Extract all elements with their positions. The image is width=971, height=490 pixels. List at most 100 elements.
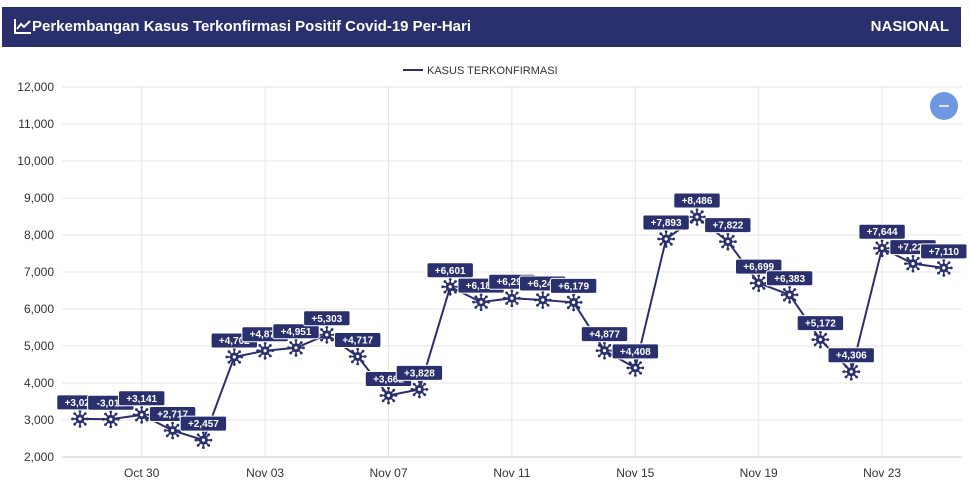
- virus-spike-tip: [546, 303, 550, 307]
- virus-spike-tip: [633, 359, 637, 362]
- virus-spike-tip: [454, 290, 457, 294]
- virus-spike-tip: [202, 431, 205, 434]
- virus-spike-tip: [320, 328, 323, 331]
- virus-spike-tip: [731, 245, 735, 249]
- virus-spike-tip: [116, 417, 120, 421]
- virus-spike-tip: [721, 234, 724, 238]
- virus-spike-tip: [448, 292, 452, 296]
- virus-spike-tip: [564, 301, 568, 304]
- data-label: +7,822: [704, 217, 752, 234]
- zoom-out-button[interactable]: [930, 92, 958, 120]
- virus-spike-tip: [171, 436, 174, 440]
- data-label-text: +3,662: [373, 375, 404, 386]
- chart-grid: [62, 86, 962, 458]
- data-label-text: +4,702: [219, 336, 250, 347]
- virus-spike-tip: [485, 306, 488, 309]
- virus-spike-tip: [782, 288, 786, 291]
- virus-spike-tip: [78, 410, 82, 413]
- virus-spike-tip: [361, 360, 365, 364]
- virus-spike-tip: [788, 300, 791, 304]
- virus-marker-icon: [194, 431, 213, 449]
- data-label-text: +7,644: [867, 227, 898, 238]
- virus-spike-tip: [880, 239, 884, 243]
- data-label-text: +4,877: [589, 330, 620, 341]
- virus-spike-tip: [541, 306, 545, 309]
- x-tick-label: Nov 19: [740, 466, 778, 480]
- data-label-text: +7,227: [898, 243, 929, 254]
- virus-spike-tip: [238, 350, 241, 354]
- virus-marker-icon: [780, 285, 799, 304]
- virus-spike-tip: [472, 300, 475, 304]
- y-tick-label: 3,000: [24, 413, 54, 427]
- virus-marker-icon: [503, 289, 521, 308]
- x-tick-label: Oct 30: [124, 466, 160, 480]
- virus-spike-tip: [78, 425, 82, 428]
- virus-marker-icon: [934, 259, 953, 277]
- data-label-text: +6,179: [558, 281, 589, 292]
- virus-spike-tip: [330, 338, 334, 342]
- virus-core: [417, 387, 421, 391]
- virus-spike-tip: [873, 246, 876, 250]
- virus-marker-icon: [225, 348, 244, 366]
- virus-spike-tip: [533, 298, 537, 302]
- virus-spike-tip: [299, 351, 303, 355]
- virus-core: [849, 370, 853, 374]
- virus-spike-tip: [793, 288, 797, 291]
- scope-label: NASIONAL: [870, 18, 949, 35]
- y-tick-label: 7,000: [24, 265, 54, 279]
- data-label: +6,383: [765, 270, 814, 287]
- virus-spike-tip: [448, 277, 452, 281]
- virus-spike-tip: [793, 298, 797, 302]
- y-tick-label: 11,000: [18, 117, 54, 131]
- virus-spike-tip: [579, 301, 583, 304]
- virus-core: [880, 246, 884, 250]
- data-label-box: [549, 277, 598, 294]
- virus-spike-tip: [479, 293, 483, 296]
- virus-spike-tip: [299, 341, 303, 344]
- virus-core: [386, 393, 391, 398]
- chart-legend[interactable]: KASUS TERKONFIRMASI: [403, 65, 558, 77]
- virus-spike-tip: [454, 280, 457, 283]
- data-label: +8,486: [673, 192, 721, 209]
- data-label: +5,303: [303, 310, 351, 327]
- virus-spike-tip: [202, 446, 205, 449]
- virus-core: [325, 333, 329, 337]
- virus-spike-tip: [690, 210, 694, 214]
- virus-spike-tip: [857, 370, 861, 374]
- virus-marker-icon: [811, 330, 830, 349]
- virus-spike-tip: [412, 393, 416, 397]
- data-label: +4,717: [334, 332, 382, 348]
- data-label-box: [765, 270, 814, 287]
- virus-spike-tip: [597, 343, 601, 347]
- virus-spike-tip: [572, 308, 575, 312]
- data-label-box: [858, 223, 906, 240]
- virus-core: [757, 281, 761, 285]
- data-label: +7,893: [642, 214, 690, 231]
- virus-spike-tip: [441, 285, 445, 289]
- data-label: +3,141: [118, 390, 166, 407]
- virus-spike-tip: [165, 423, 169, 427]
- virus-marker-icon: [595, 341, 614, 360]
- virus-spike-tip: [140, 405, 144, 409]
- virus-core: [541, 298, 545, 302]
- virus-spike-tip: [813, 343, 817, 347]
- virus-spike-tip: [824, 332, 828, 336]
- virus-core: [510, 296, 514, 300]
- virus-marker-icon: [842, 362, 861, 381]
- virus-spike-tip: [240, 355, 244, 359]
- virus-spike-tip: [196, 433, 200, 437]
- virus-spike-tip: [479, 308, 483, 311]
- virus-marker-icon: [410, 380, 429, 399]
- virus-spike-tip: [381, 399, 385, 403]
- virus-spike-tip: [256, 349, 259, 353]
- virus-spike-tip: [325, 325, 329, 329]
- virus-spike-tip: [721, 245, 724, 249]
- virus-spike-tip: [855, 365, 858, 368]
- virus-spike-tip: [320, 338, 323, 342]
- virus-spike-tip: [73, 422, 77, 426]
- virus-spike-tip: [875, 252, 879, 255]
- data-label-text: +6,186: [466, 281, 497, 292]
- virus-spike-tip: [227, 360, 231, 364]
- chart-title: Perkembangan Kasus Terkonfirmasi Positif…: [32, 18, 472, 35]
- data-label: +7,644: [858, 223, 906, 240]
